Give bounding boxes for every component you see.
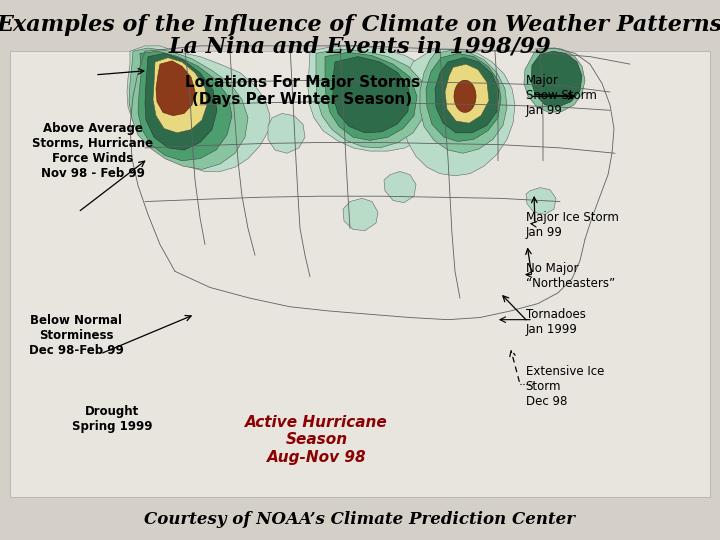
Polygon shape [524, 48, 585, 112]
Polygon shape [308, 46, 443, 151]
Text: Tornadoes
Jan 1999: Tornadoes Jan 1999 [526, 308, 585, 336]
Text: Major
Snow Storm
Jan 99: Major Snow Storm Jan 99 [526, 75, 596, 117]
Text: La Nina and Events in 1998/99: La Nina and Events in 1998/99 [168, 35, 552, 57]
Polygon shape [531, 51, 582, 107]
Polygon shape [129, 48, 248, 170]
Text: Extensive Ice
Storm
Dec 98: Extensive Ice Storm Dec 98 [526, 365, 604, 408]
Polygon shape [435, 58, 499, 133]
Polygon shape [325, 52, 417, 140]
Text: Active Hurricane
Season
Aug-Nov 98: Active Hurricane Season Aug-Nov 98 [246, 415, 388, 465]
Text: No Major
“Northeasters”: No Major “Northeasters” [526, 262, 615, 290]
Polygon shape [445, 64, 489, 123]
Polygon shape [333, 57, 409, 133]
Polygon shape [145, 53, 217, 150]
Polygon shape [526, 187, 556, 214]
Polygon shape [268, 113, 305, 153]
Polygon shape [127, 46, 270, 172]
Text: Above Average
Storms, Hurricane
Force Winds
Nov 98 - Feb 99: Above Average Storms, Hurricane Force Wi… [32, 122, 153, 180]
Text: Courtesy of NOAA’s Climate Prediction Center: Courtesy of NOAA’s Climate Prediction Ce… [145, 511, 575, 528]
Polygon shape [156, 61, 195, 116]
Text: Locations For Major Storms
(Days Per Winter Season): Locations For Major Storms (Days Per Win… [185, 75, 420, 107]
Polygon shape [384, 172, 416, 202]
Text: Drought
Spring 1999: Drought Spring 1999 [72, 405, 153, 433]
Polygon shape [420, 50, 507, 153]
Polygon shape [401, 49, 515, 176]
Polygon shape [138, 51, 232, 161]
Ellipse shape [454, 80, 476, 112]
Text: Examples of the Influence of Climate on Weather Patterns: Examples of the Influence of Climate on … [0, 14, 720, 36]
Polygon shape [426, 53, 501, 141]
Polygon shape [153, 58, 207, 133]
Polygon shape [316, 49, 427, 148]
Polygon shape [343, 198, 378, 231]
Text: Below Normal
Storminess
Dec 98-Feb 99: Below Normal Storminess Dec 98-Feb 99 [29, 314, 124, 357]
Text: Major Ice Storm
Jan 99: Major Ice Storm Jan 99 [526, 211, 618, 239]
